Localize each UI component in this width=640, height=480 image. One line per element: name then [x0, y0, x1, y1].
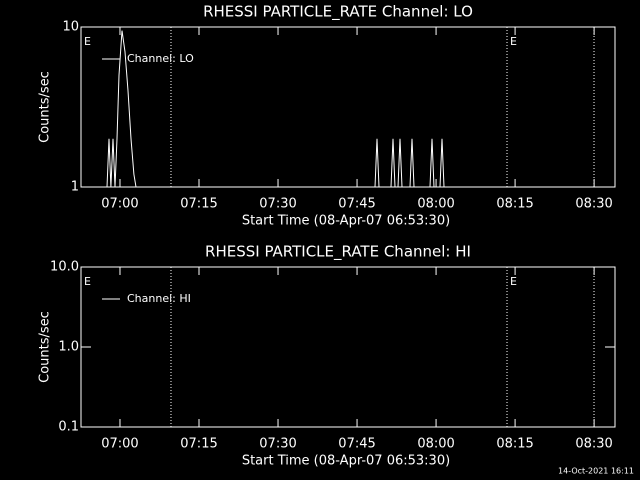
- y-tick-label: 10.0: [50, 260, 79, 275]
- plot-frame: [80, 26, 616, 188]
- x-tick-label: 07:15: [180, 197, 217, 212]
- x-tick-label: 07:30: [259, 197, 296, 212]
- x-tick-label: 08:00: [417, 437, 454, 452]
- x-tick-label: 08:30: [575, 437, 612, 452]
- y-tick-label: 0.1: [58, 420, 79, 435]
- x-tick-label: 08:15: [496, 437, 533, 452]
- chart-title: RHESSI PARTICLE_RATE Channel: LO: [203, 3, 473, 22]
- x-tick-label: 08:00: [417, 197, 454, 212]
- legend-label: Channel: HI: [127, 292, 191, 305]
- event-label: E: [510, 275, 517, 288]
- x-tick-label: 07:45: [338, 437, 375, 452]
- event-label: E: [84, 35, 91, 48]
- y-axis-title: Counts/sec: [38, 71, 53, 143]
- x-axis-title: Start Time (08-Apr-07 06:53:30): [242, 214, 450, 229]
- x-axis-title: Start Time (08-Apr-07 06:53:30): [242, 454, 450, 469]
- x-tick-label: 07:45: [338, 197, 375, 212]
- x-tick-label: 07:30: [259, 437, 296, 452]
- event-label: E: [510, 35, 517, 48]
- y-axis-title: Counts/sec: [38, 311, 53, 383]
- x-tick-label: 08:30: [575, 197, 612, 212]
- plot-frame: [80, 266, 616, 428]
- event-label: E: [84, 275, 91, 288]
- x-tick-label: 08:15: [496, 197, 533, 212]
- legend-label: Channel: LO: [127, 52, 194, 65]
- data-line: [106, 30, 445, 188]
- x-tick-label: 07:15: [180, 437, 217, 452]
- y-tick-label: 10: [62, 20, 79, 35]
- x-tick-label: 07:00: [101, 197, 138, 212]
- y-tick-label: 1.0: [58, 340, 79, 355]
- footer-date: 14-Oct-2021 16:11: [558, 467, 634, 476]
- x-tick-label: 07:00: [101, 437, 138, 452]
- chart-title: RHESSI PARTICLE_RATE Channel: HI: [205, 243, 471, 262]
- y-tick-label: 1: [71, 180, 79, 195]
